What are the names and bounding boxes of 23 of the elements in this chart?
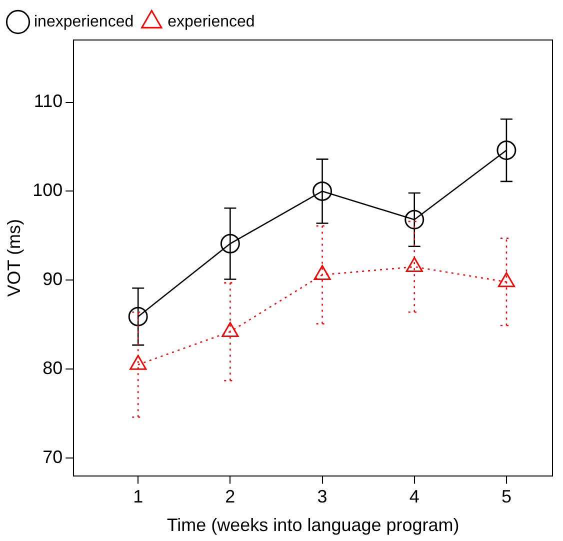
y-tick-label: 70 [42,446,63,467]
point [130,354,147,370]
y-tick-label: 110 [34,91,63,112]
x-axis-title: Time (weeks into language program) [166,515,460,536]
x-tick-label: 3 [317,486,328,507]
point [496,140,516,160]
legend-label: inexperienced [34,13,134,30]
y-tick-label: 90 [42,269,63,290]
point [220,234,240,254]
y-axis-title: VOT (ms) [4,219,24,297]
x-tick-label: 1 [133,486,144,507]
x-tick-label: 2 [225,486,236,507]
point [314,265,331,280]
point [404,210,424,230]
x-tick-label: 4 [409,486,420,507]
y-tick-label: 80 [42,358,63,378]
x-tick-label: 5 [501,486,512,507]
legend-label: experienced [168,13,255,30]
point [312,181,332,201]
y-tick-label: 100 [32,180,63,200]
point [222,322,239,337]
point [406,257,423,272]
point [498,272,515,288]
